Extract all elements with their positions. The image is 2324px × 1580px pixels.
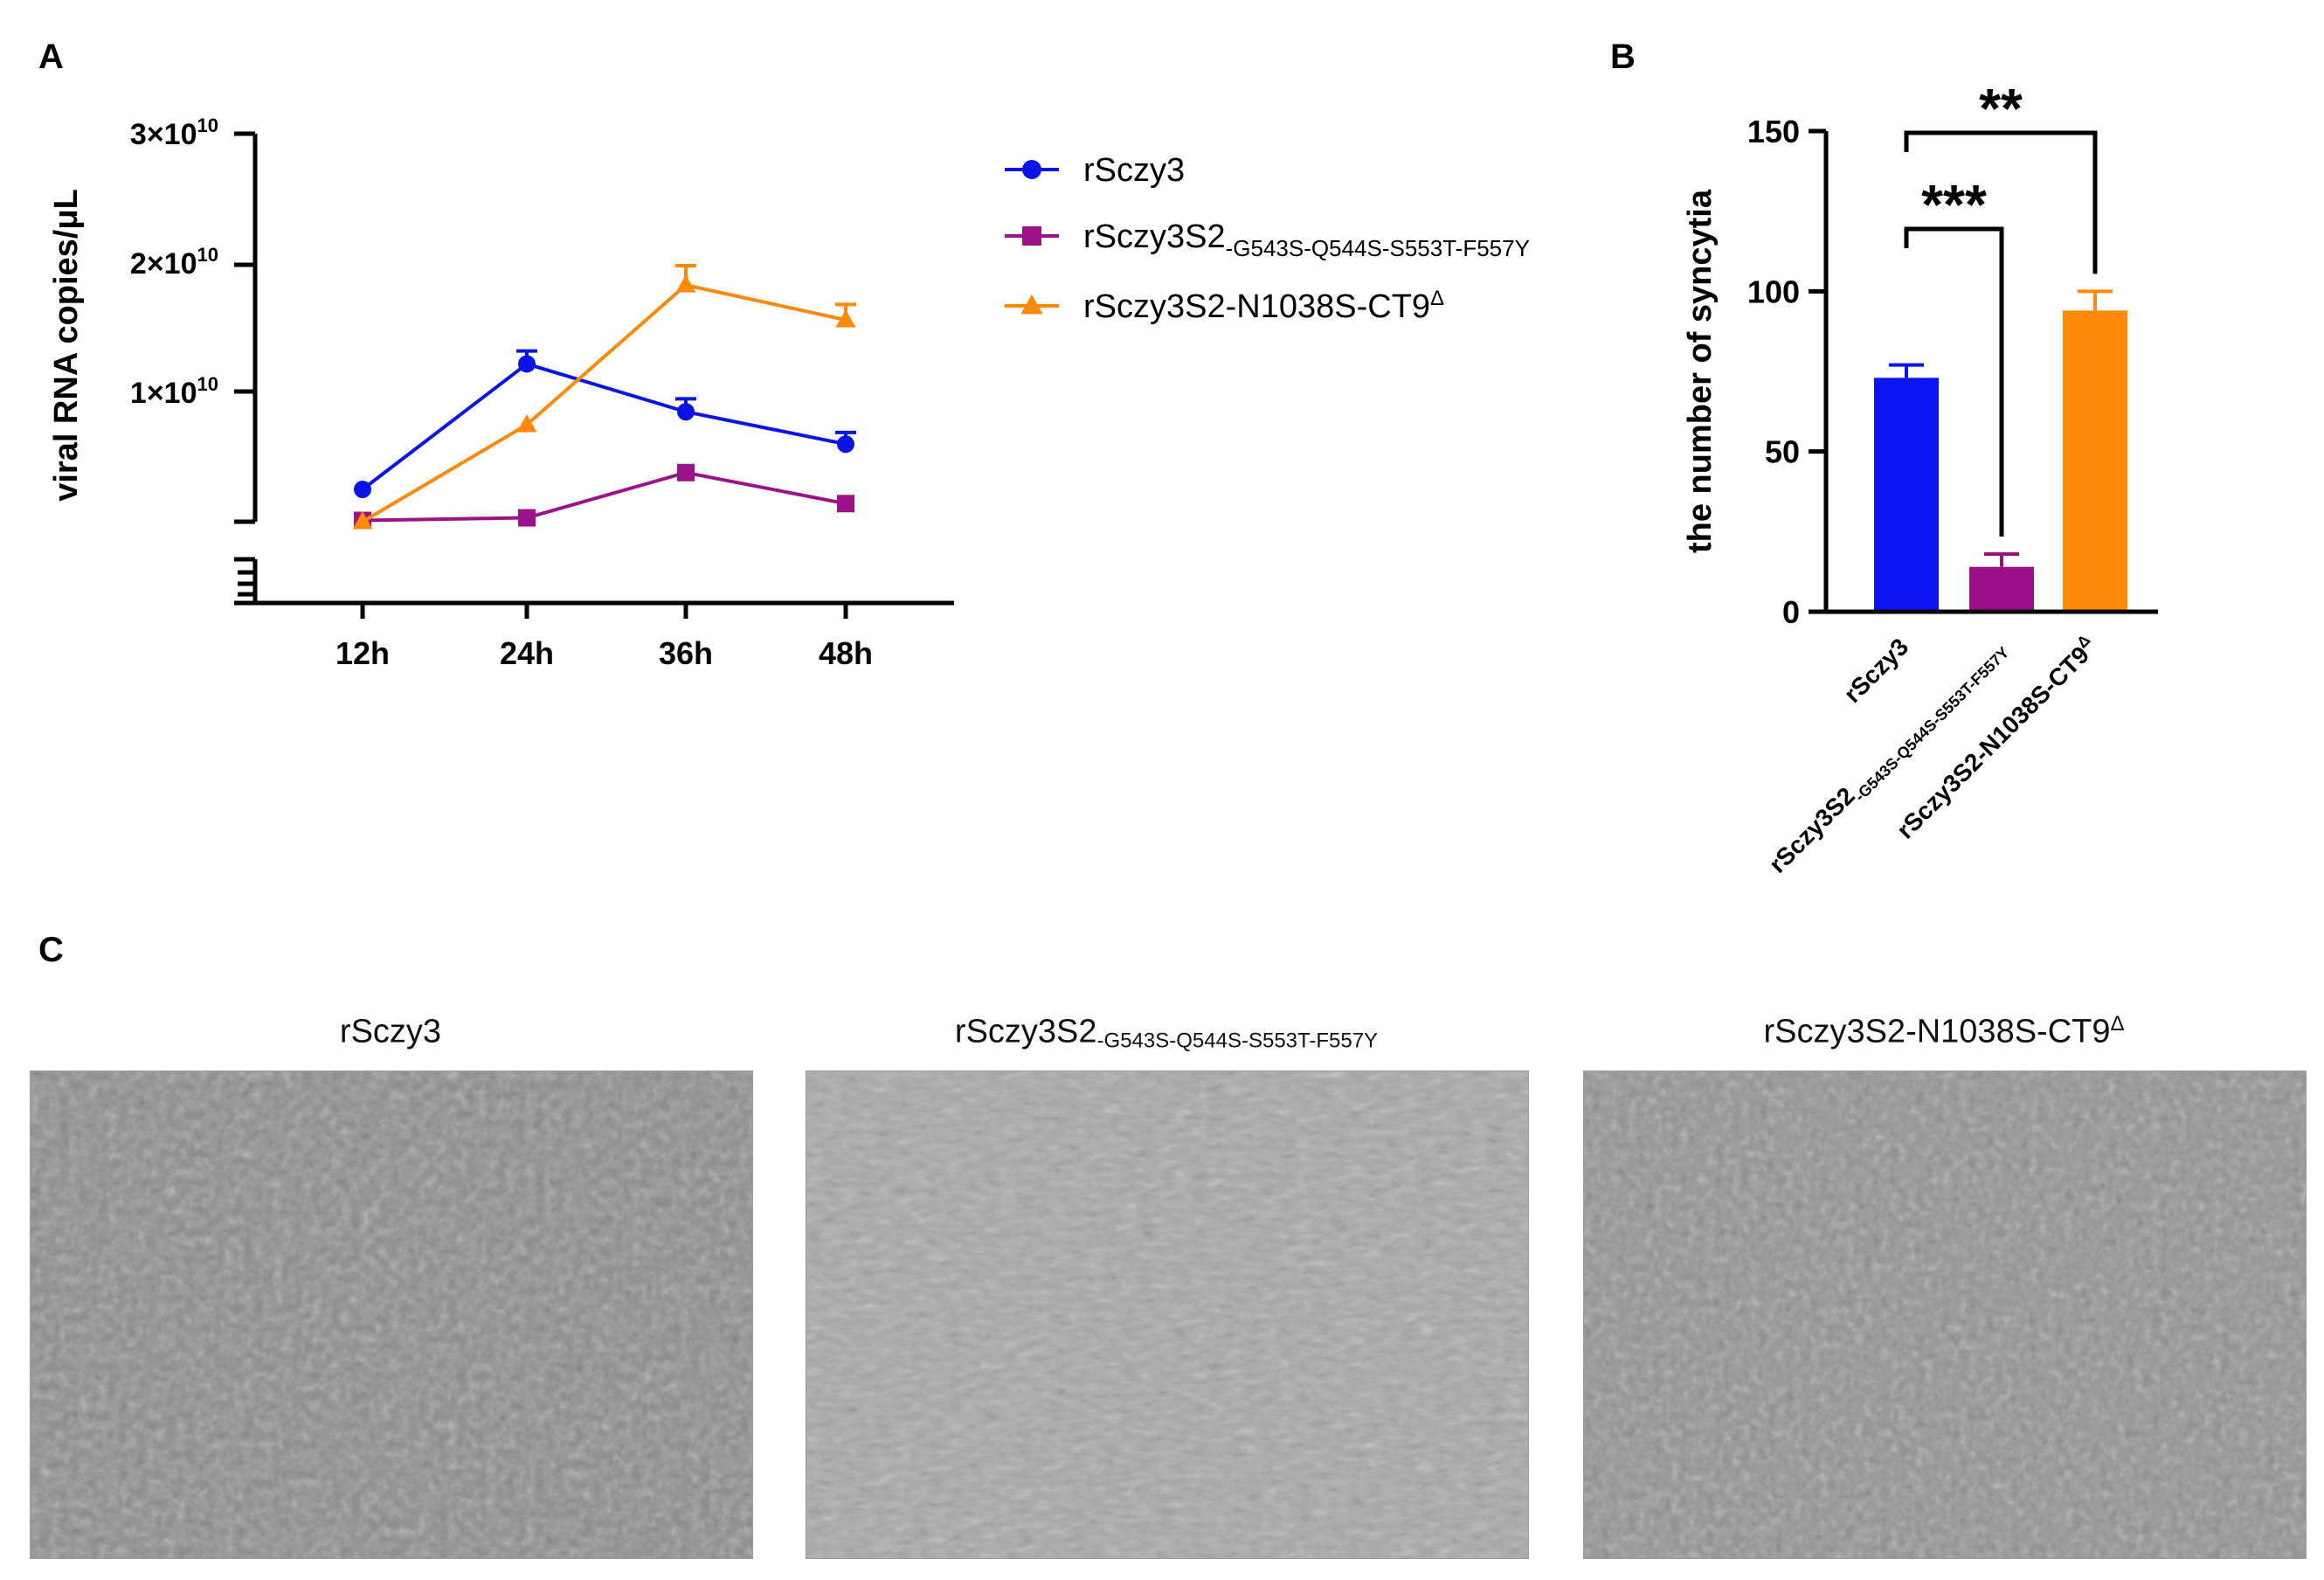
micrograph-image-1: [30, 1071, 753, 1559]
micrograph-title-1: rSczy3: [339, 1013, 442, 1050]
micrograph-image-3: [1583, 1071, 2307, 1559]
line-chart-a-xtick-label: 24h: [500, 635, 554, 671]
bar-group-3: [2063, 289, 2127, 612]
line-chart-a-series-2: [354, 463, 854, 530]
micrograph-title-3: rSczy3S2-N1038S-CT9Δ: [1763, 1012, 2125, 1050]
significance-bracket-2: ***: [1904, 173, 2004, 537]
line-chart-a-ytick-label: 3×1010: [130, 114, 218, 151]
bar: [1874, 378, 1939, 612]
line-chart-a-xtick-label: 48h: [819, 635, 873, 671]
line-chart-a-xtick-label: 36h: [659, 635, 713, 671]
series-line: [361, 362, 847, 491]
legend-label: rSczy3S2-N1038S-CT9Δ: [1083, 287, 1444, 325]
significance-bracket-1: **: [1904, 77, 2098, 274]
micrograph-title-2: rSczy3S2-G543S-Q544S-S553T-F557Y: [954, 1013, 1379, 1053]
data-point: [677, 463, 695, 482]
bar-chart-b-ytick-label: 50: [1765, 434, 1800, 470]
data-point: [837, 435, 854, 454]
series-line: [362, 470, 847, 523]
legend-marker: [1022, 226, 1041, 246]
panel-label-b: B: [1610, 38, 1636, 76]
data-point: [518, 509, 536, 527]
bar: [1969, 566, 2034, 612]
legend-marker: [1022, 160, 1041, 179]
data-point: [837, 495, 854, 513]
line-chart-a: 1×1010 2×1010 3×1010 12h 24h 36h 48h viral RN…: [48, 114, 1530, 671]
bar-chart-b-ytick-label: 100: [1747, 274, 1800, 309]
data-point: [677, 403, 695, 421]
data-point: [518, 355, 536, 373]
legend-item-2: rSczy3S2-G543S-Q544S-S553T-F557Y: [1005, 218, 1530, 261]
line-chart-a-ytick-label: 1×1010: [130, 373, 218, 410]
bar-chart-b-xtick-label: rSczy3: [1838, 633, 1913, 708]
series-line: [361, 282, 847, 523]
bracket-line: [1904, 226, 2004, 537]
line-chart-a-ytick-label: 2×1010: [130, 244, 218, 281]
panel-label-c: C: [38, 931, 64, 969]
data-point: [352, 511, 373, 530]
line-chart-a-series-1: [354, 349, 856, 498]
bracket-line: [1904, 130, 2098, 274]
data-point: [835, 309, 856, 328]
bar-chart-b-ytick-label: 150: [1747, 114, 1800, 149]
bar-chart-b-ytick-label: 0: [1782, 594, 1800, 630]
bar-group-2: [1969, 552, 2034, 612]
legend-label: rSczy3: [1083, 152, 1185, 189]
significance-label: ***: [1921, 173, 1987, 236]
line-chart-a-axes: [234, 131, 954, 619]
bar-chart-b-ylabel: the number of syncytia: [1682, 189, 1719, 553]
data-point: [675, 274, 696, 293]
legend-label: rSczy3S2-G543S-Q544S-S553T-F557Y: [1083, 218, 1530, 261]
significance-label: **: [1979, 77, 2023, 140]
line-chart-a-xtick-label: 12h: [335, 635, 390, 671]
legend-item-1: rSczy3: [1005, 152, 1185, 189]
panel-label-a: A: [38, 38, 64, 76]
legend-marker: [1020, 294, 1043, 315]
line-chart-a-series-3: [352, 263, 856, 530]
data-point: [354, 481, 371, 498]
line-chart-a-ylabel: viral RNA copies/μL: [48, 189, 85, 502]
data-point: [516, 414, 537, 433]
legend-item-3: rSczy3S2-N1038S-CT9Δ: [1005, 287, 1444, 325]
bar-chart-b-axes: [1823, 131, 2158, 614]
micrograph-image-2: [806, 1071, 1529, 1559]
bar: [2063, 310, 2127, 612]
bar-group-1: [1874, 363, 1939, 612]
